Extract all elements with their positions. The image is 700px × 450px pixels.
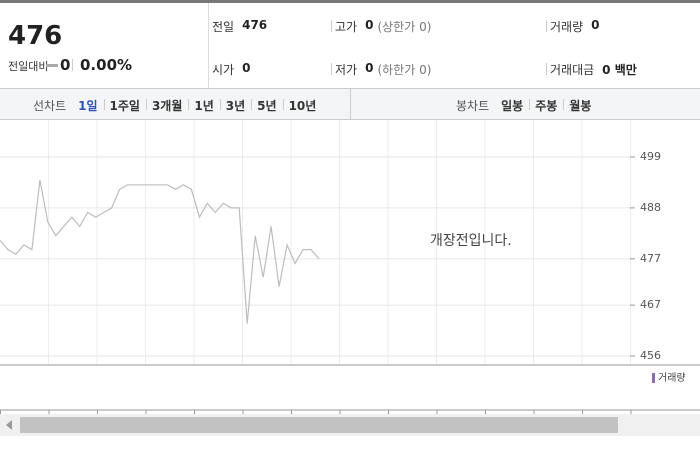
volume-label: 거래량 [658,372,686,384]
tab[interactable]: 1년 [194,99,214,113]
divider [282,99,284,110]
tab[interactable]: 3개월 [151,99,183,113]
tab[interactable]: 1주일 [109,99,140,113]
summary-label: 거래대금 [550,63,595,77]
tab-group-label: 봉차트 [456,99,490,113]
scroll-left[interactable] [6,420,12,430]
summary-value: 0 백만 [602,63,637,77]
divider [251,99,253,110]
price-line [0,179,320,324]
tab[interactable]: 월봉 [569,99,592,113]
scroll-thumb[interactable] [20,417,618,433]
flat-icon [46,64,58,67]
y-tick-label: 467 [640,298,661,311]
divider [72,59,73,71]
price: 476 [8,21,63,51]
volume-legend-marker [652,373,655,383]
summary-label: 저가 [335,63,358,77]
summary-value: 0 [591,18,600,32]
summary-label: 시가 [212,63,235,77]
summary-value: 0 [242,61,251,75]
y-tick-label: 488 [640,201,661,214]
chart: 499 488 477 467 456 개장전입니다. 거래량 [0,120,700,415]
summary-label: 거래량 [550,20,584,34]
divider [145,99,147,110]
tab[interactable]: 주봉 [535,99,558,113]
y-tick-label: 499 [640,150,661,163]
tab[interactable]: 10년 [288,99,317,113]
divider [563,99,565,110]
divider [546,20,547,32]
scrollbar[interactable] [0,414,700,436]
divider [219,99,221,110]
divider [350,89,351,119]
summary-note: (상한가 0) [377,20,432,34]
annotation: 개장전입니다. [430,233,512,249]
price-box: 476 전일대비 0 0.00% [0,3,209,88]
summary-value: 0 [365,18,374,32]
summary-value: 0 [365,61,374,75]
tab[interactable]: 1일 [78,99,98,113]
summary-value: 476 [242,18,268,32]
change: 0 [60,56,71,74]
change-label: 전일대비 [8,60,49,73]
tab-group-label: 선차트 [33,99,67,113]
y-tick-label: 456 [640,349,661,362]
divider [103,99,105,110]
quote-summary: 476 전일대비 0 0.00% 전일 476 고가 0 (상한가 0) 거래량 0 시가 0 저… [0,0,700,88]
change-rate: 0.00% [80,56,133,74]
divider [188,99,190,110]
tab[interactable]: 일봉 [501,99,524,113]
chart-tabs: 선차트 1일 1주일 3개월 1년 3년 5년 10년 봉차트 일봉 주봉 월봉 [0,88,700,120]
summary-label: 고가 [335,20,358,34]
tab[interactable]: 5년 [257,99,277,113]
divider [331,20,332,32]
tab[interactable]: 3년 [225,99,246,113]
divider [546,63,547,75]
divider [529,99,531,110]
divider [331,63,332,75]
summary-note: (하한가 0) [377,63,432,77]
y-tick-label: 477 [640,252,661,265]
summary-label: 전일 [212,20,235,34]
